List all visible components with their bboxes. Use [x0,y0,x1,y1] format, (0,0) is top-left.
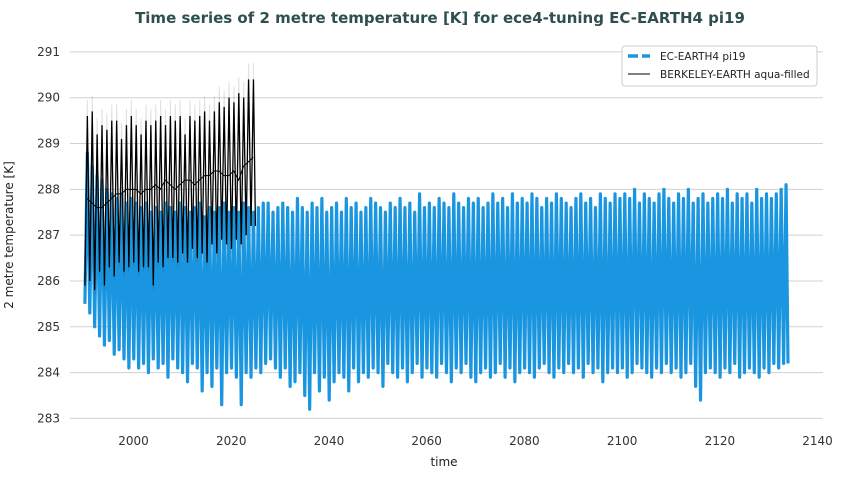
y-tick-label: 283 [37,411,60,425]
y-tick-label: 290 [37,91,60,105]
x-axis-label: time [430,455,457,469]
legend-label-ec-earth: EC-EARTH4 pi19 [660,51,745,63]
plot-area [83,63,790,411]
x-axis-ticks: 2000 2020 2040 2060 2080 2100 2120 2140 [118,434,833,448]
x-tick-label: 2020 [216,434,247,448]
series-line-berkeley-earth [84,79,257,291]
x-tick-label: 2140 [802,434,833,448]
x-tick-label: 2000 [118,434,149,448]
y-axis-ticks: 283 284 285 286 287 288 289 290 291 [37,45,60,426]
legend: EC-EARTH4 pi19 BERKELEY-EARTH aqua-fille… [621,45,818,87]
x-tick-label: 2080 [509,434,540,448]
x-tick-label: 2060 [411,434,442,448]
y-tick-label: 284 [37,366,60,380]
y-tick-label: 289 [37,137,60,151]
x-tick-label: 2120 [705,434,736,448]
y-tick-label: 291 [37,45,60,59]
legend-box [621,45,818,87]
chart-title: Time series of 2 metre temperature [K] f… [135,9,745,27]
y-tick-label: 286 [37,274,60,288]
x-tick-label: 2100 [607,434,638,448]
y-tick-label: 287 [37,228,60,242]
y-axis-label: 2 metre temperature [K] [2,161,16,309]
x-tick-label: 2040 [314,434,345,448]
legend-label-berkeley: BERKELEY-EARTH aqua-filled [660,69,810,81]
y-tick-label: 285 [37,320,60,334]
series-line-ec-earth4-pi19 [83,151,790,411]
y-tick-label: 288 [37,182,60,196]
series-mean-berkeley-earth [86,156,254,209]
